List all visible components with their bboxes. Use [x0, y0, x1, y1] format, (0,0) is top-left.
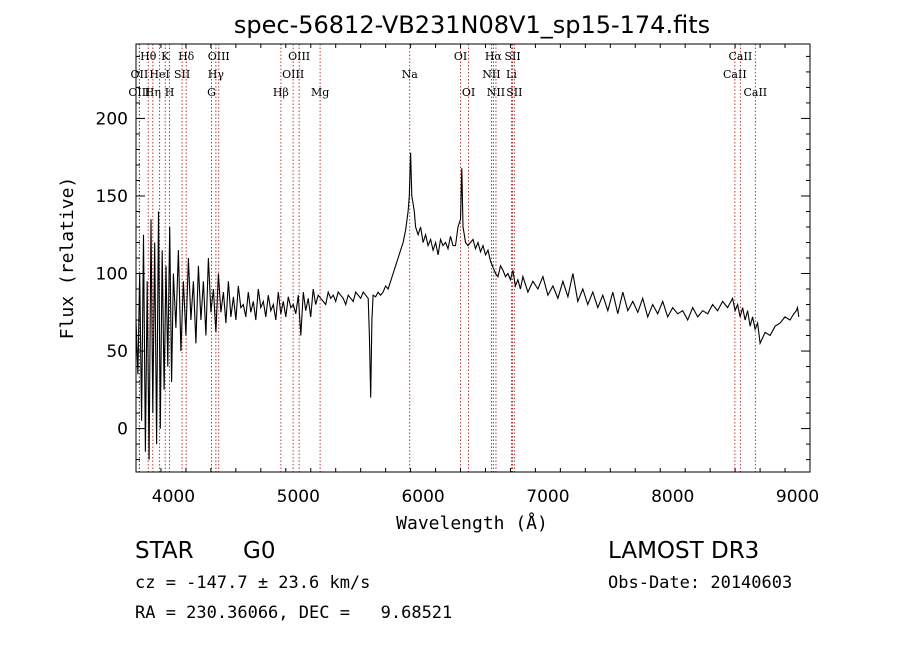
y-tick-label: 100 — [96, 265, 128, 285]
spectral-line-label: NII — [487, 86, 505, 99]
x-axis-label: Wavelength (Å) — [396, 512, 548, 534]
spectral-line-label: Li — [506, 68, 517, 81]
spectral-line-label: Hγ — [208, 68, 225, 81]
radial-velocity: cz = -147.7 ± 23.6 km/s — [135, 573, 371, 593]
spectral-line-label: CaII — [723, 68, 747, 81]
object-class: STAR — [135, 538, 194, 564]
spectral-line-label: Na — [402, 68, 419, 81]
y-axis-label: Flux (relative) — [57, 177, 78, 340]
y-tick-label: 150 — [96, 187, 128, 207]
y-tick-label: 200 — [96, 109, 128, 129]
spectral-line-label: Hβ — [273, 86, 289, 99]
observation-date: Obs-Date: 20140603 — [608, 573, 793, 593]
spectral-line-label: OII — [131, 68, 149, 81]
spectral-line-label: Hδ — [178, 50, 195, 63]
spectral-line-label: H — [165, 86, 175, 99]
y-axis: 0 50 100 150 200 — [96, 55, 810, 461]
spectral-line-markers — [138, 44, 756, 472]
x-axis: 4000 5000 6000 7000 8000 9000 — [135, 44, 819, 507]
spectral-line-label: OIII — [208, 50, 230, 63]
spectral-line-label: HeI — [149, 68, 169, 81]
spectral-line-label: OIII — [288, 50, 310, 63]
spectral-line-label: OIII — [128, 86, 150, 99]
y-tick-label: 0 — [117, 420, 128, 440]
spectral-line-label: OIII — [282, 68, 304, 81]
plot-frame — [135, 43, 811, 473]
spectral-line-label: Hθ — [140, 50, 157, 63]
spectral-line-label: Mg — [311, 86, 329, 99]
spectral-line-label: SII — [504, 50, 520, 63]
spectral-line-label: K — [161, 50, 170, 63]
spectral-line-label: OI — [462, 86, 475, 99]
spectral-line-label: CaII — [729, 50, 753, 63]
spectrum-line — [135, 152, 800, 460]
spectral-line-label: Hη — [145, 86, 161, 99]
y-tick-label: 50 — [106, 342, 128, 362]
x-tick-label: 5000 — [277, 487, 320, 507]
spectral-line-label: Hα — [485, 50, 503, 63]
x-tick-label: 4000 — [152, 487, 195, 507]
spectral-line-label: SII — [174, 68, 190, 81]
spectral-line-label: CaII — [743, 86, 767, 99]
spectral-line-label: SII — [506, 86, 522, 99]
survey-name: LAMOST DR3 — [608, 538, 760, 564]
x-tick-label: 9000 — [776, 487, 819, 507]
x-tick-label: 8000 — [651, 487, 694, 507]
x-tick-label: 6000 — [401, 487, 444, 507]
object-subclass: G0 — [243, 538, 276, 564]
spectral-line-label: OI — [454, 50, 467, 63]
spectral-line-label: NII — [482, 68, 500, 81]
chart-title: spec-56812-VB231N08V1_sp15-174.fits — [234, 11, 710, 39]
coordinates: RA = 230.36066, DEC = 9.68521 — [135, 603, 453, 623]
spectral-line-label: G — [207, 86, 216, 99]
spectral-line-labels: Hθ OII OIII K HeI Hη H Hδ SII OIII Hγ G Hβ OIII OIII Mg… — [128, 50, 767, 99]
x-tick-label: 7000 — [526, 487, 569, 507]
